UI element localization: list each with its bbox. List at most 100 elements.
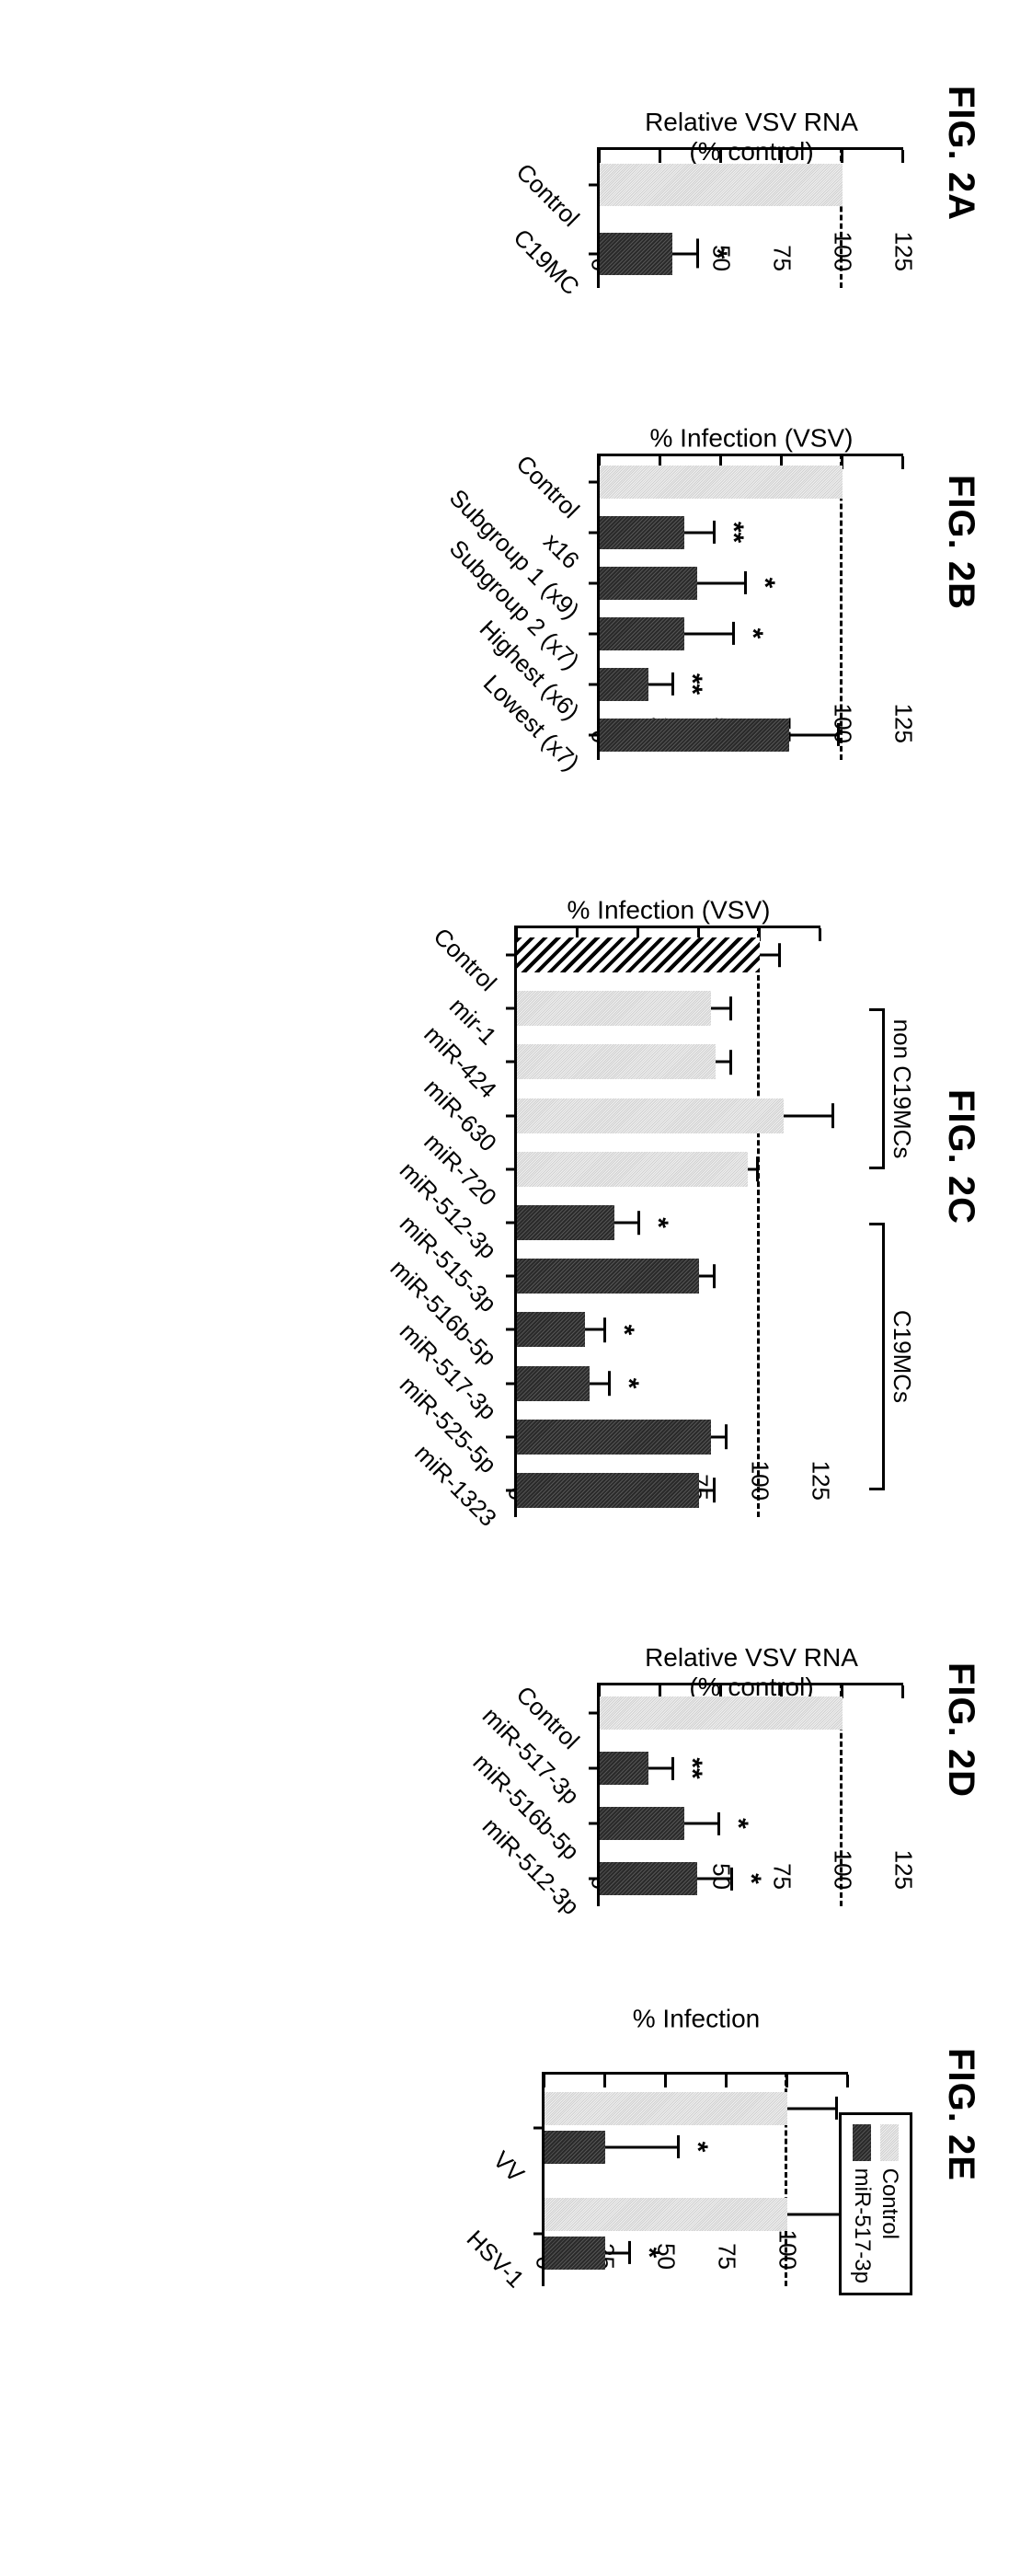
x-tick — [533, 2232, 545, 2235]
error-cap — [671, 1756, 674, 1779]
bars-area: * * * — [517, 928, 820, 1517]
significance-marker: * — [614, 1378, 642, 1389]
x-tick — [506, 1167, 517, 1170]
x-tick — [589, 531, 600, 534]
x-tick — [589, 183, 600, 186]
x-tick — [589, 480, 600, 483]
bar — [517, 1312, 585, 1347]
y-axis-label: % Infection (VSV) — [568, 895, 771, 925]
x-tick — [506, 1382, 517, 1385]
error-cap — [677, 2135, 680, 2158]
legend-swatch — [853, 2124, 871, 2161]
bar-slot — [600, 456, 903, 507]
bar-slot — [600, 709, 903, 760]
error-wrap — [699, 1275, 714, 1278]
bar-wrap: * — [545, 2131, 848, 2164]
error-cap — [696, 238, 699, 268]
error-cap — [725, 1424, 728, 1449]
error-wrap — [784, 1114, 832, 1117]
panel-title: FIG. 2C — [940, 1089, 981, 1225]
error-wrap — [605, 2251, 629, 2254]
bar — [545, 2092, 787, 2125]
significance-marker: ** — [678, 1757, 705, 1778]
significance-marker: * — [737, 1873, 764, 1884]
panels-row: FIG. 2A0255075100125Relative VSV RNA(% c… — [0, 0, 1009, 2576]
significance-marker: * — [703, 248, 730, 259]
bar — [600, 516, 684, 549]
panel-C: FIG. 2C0255075100125% Infection (VSV)***… — [275, 797, 981, 1517]
plot: 0255075100125Relative VSV RNA(% control)… — [597, 1683, 903, 1906]
error-wrap — [787, 2107, 836, 2110]
error-cap — [729, 1050, 732, 1075]
bar-slot: ** — [600, 659, 903, 709]
bar-slot — [517, 928, 820, 982]
x-tick — [506, 954, 517, 957]
x-tick — [589, 581, 600, 584]
chart-area: 0255075100125Relative VSV RNA(% control)… — [358, 1554, 922, 1906]
error-wrap — [716, 1061, 730, 1064]
bar — [600, 233, 672, 275]
bar-slot: * — [600, 1851, 903, 1906]
x-tick — [506, 1061, 517, 1064]
x-tick — [589, 1878, 600, 1880]
x-tick — [589, 683, 600, 685]
plot: 0255075100125Relative VSV RNA(% control)… — [597, 147, 903, 288]
significance-marker: * — [751, 578, 778, 589]
bar — [600, 719, 789, 752]
bar — [545, 2237, 605, 2270]
x-tick — [506, 1328, 517, 1331]
bar — [517, 1420, 711, 1455]
bar — [600, 1696, 843, 1730]
significance-marker: ** — [719, 522, 747, 543]
panel-E: FIG. 2E0255075100125% Infection**VVHSV-1… — [303, 1943, 981, 2286]
error-cap — [603, 1317, 606, 1342]
bar-slot: * — [517, 1303, 820, 1356]
bar — [517, 1205, 614, 1240]
legend-label: Control — [877, 2168, 902, 2239]
x-label: HSV-1 — [461, 2225, 530, 2294]
chart-area: 0255075100125% Infection**VVHSV-1Control… — [303, 1943, 922, 2286]
error-wrap — [711, 1435, 726, 1438]
bar — [517, 1259, 699, 1294]
error-wrap — [711, 1007, 730, 1010]
bar — [517, 991, 711, 1026]
group-bracket — [869, 1223, 885, 1490]
error-cap — [713, 1478, 716, 1503]
panel-title: FIG. 2D — [940, 1662, 981, 1798]
error-cap — [730, 1867, 733, 1890]
panel-D: FIG. 2D 0255075100125Relative VSV RNA(% c… — [358, 1554, 981, 1906]
bars-area: * — [600, 150, 903, 288]
significance-marker: * — [644, 1217, 671, 1228]
x-tick — [506, 1275, 517, 1278]
error-wrap — [648, 683, 672, 685]
bar-wrap: * — [545, 2237, 848, 2270]
chart-area: 0255075100125Relative VSV RNA(% control)… — [358, 18, 922, 288]
error-cap — [717, 1811, 720, 1834]
x-tick — [506, 1435, 517, 1438]
significance-marker: * — [739, 628, 766, 639]
bar — [517, 1098, 784, 1133]
x-tick — [589, 252, 600, 255]
bar-slot — [517, 982, 820, 1035]
bar — [517, 1044, 716, 1079]
error-wrap — [605, 2145, 678, 2148]
bar — [545, 2131, 605, 2164]
legend: ControlmiR-517-3p — [839, 2112, 912, 2295]
y-axis-label: % Infection — [633, 2004, 761, 2033]
chart-area: 0255075100125% Infection (VSV)***Control… — [275, 797, 922, 1517]
bar — [545, 2198, 787, 2231]
bar-slot — [517, 1035, 820, 1088]
significance-marker: * — [635, 2248, 662, 2259]
bars-area: **** — [600, 1685, 903, 1906]
significance-marker: * — [610, 1325, 637, 1336]
bar — [600, 164, 843, 206]
bar-slot — [517, 1143, 820, 1196]
error-cap — [831, 1103, 834, 1128]
error-cap — [713, 521, 716, 544]
x-tick — [589, 733, 600, 736]
chart-area: 0255075100125% Infection (VSV)******Cont… — [358, 325, 922, 760]
x-label: C19MC — [508, 224, 585, 301]
bar — [600, 1862, 697, 1895]
error-wrap — [672, 252, 696, 255]
error-wrap — [684, 531, 714, 534]
